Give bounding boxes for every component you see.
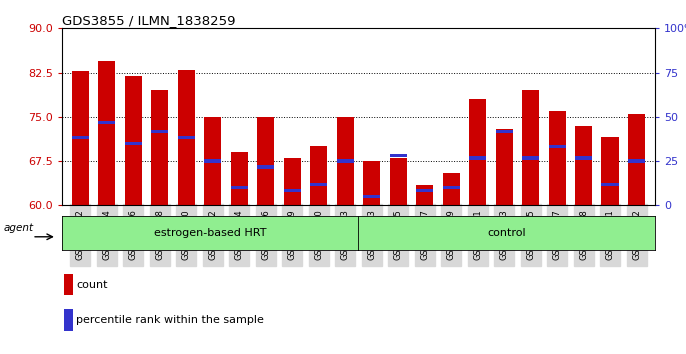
Bar bbox=[363, 161, 380, 205]
Bar bbox=[98, 121, 115, 124]
Text: agent: agent bbox=[3, 223, 33, 233]
Bar bbox=[178, 136, 195, 139]
Bar bbox=[98, 61, 115, 205]
Bar bbox=[204, 159, 222, 163]
Bar bbox=[257, 117, 274, 205]
Bar bbox=[442, 173, 460, 205]
Bar bbox=[495, 130, 512, 133]
Bar bbox=[283, 158, 301, 205]
Bar bbox=[522, 90, 539, 205]
Bar bbox=[522, 156, 539, 160]
Bar bbox=[71, 136, 89, 139]
Bar bbox=[549, 111, 566, 205]
Bar bbox=[337, 117, 354, 205]
Bar bbox=[178, 70, 195, 205]
Bar bbox=[151, 130, 168, 133]
Text: percentile rank within the sample: percentile rank within the sample bbox=[76, 315, 264, 325]
Bar bbox=[230, 152, 248, 205]
Bar bbox=[125, 142, 142, 145]
Bar bbox=[64, 274, 73, 295]
Bar bbox=[257, 165, 274, 169]
Bar bbox=[628, 159, 646, 163]
Bar bbox=[390, 158, 407, 205]
Bar bbox=[416, 185, 434, 205]
Bar bbox=[602, 183, 619, 186]
Bar bbox=[310, 183, 327, 186]
Text: control: control bbox=[488, 228, 526, 238]
Bar bbox=[442, 186, 460, 189]
Bar bbox=[64, 309, 73, 331]
Bar bbox=[390, 154, 407, 157]
Bar bbox=[283, 189, 301, 192]
Bar bbox=[204, 117, 222, 205]
Text: GDS3855 / ILMN_1838259: GDS3855 / ILMN_1838259 bbox=[62, 14, 235, 27]
Text: estrogen-based HRT: estrogen-based HRT bbox=[154, 228, 266, 238]
Bar bbox=[575, 126, 592, 205]
Text: count: count bbox=[76, 280, 108, 290]
Bar bbox=[310, 146, 327, 205]
Bar bbox=[125, 75, 142, 205]
Bar bbox=[549, 145, 566, 148]
Bar bbox=[151, 90, 168, 205]
Bar bbox=[602, 137, 619, 205]
Bar bbox=[469, 99, 486, 205]
Bar bbox=[416, 189, 434, 192]
Bar bbox=[363, 195, 380, 198]
Bar bbox=[495, 129, 512, 205]
Bar bbox=[575, 156, 592, 160]
Bar bbox=[230, 186, 248, 189]
Bar bbox=[628, 114, 646, 205]
Bar bbox=[337, 159, 354, 163]
Bar bbox=[71, 71, 89, 205]
Bar bbox=[469, 156, 486, 160]
